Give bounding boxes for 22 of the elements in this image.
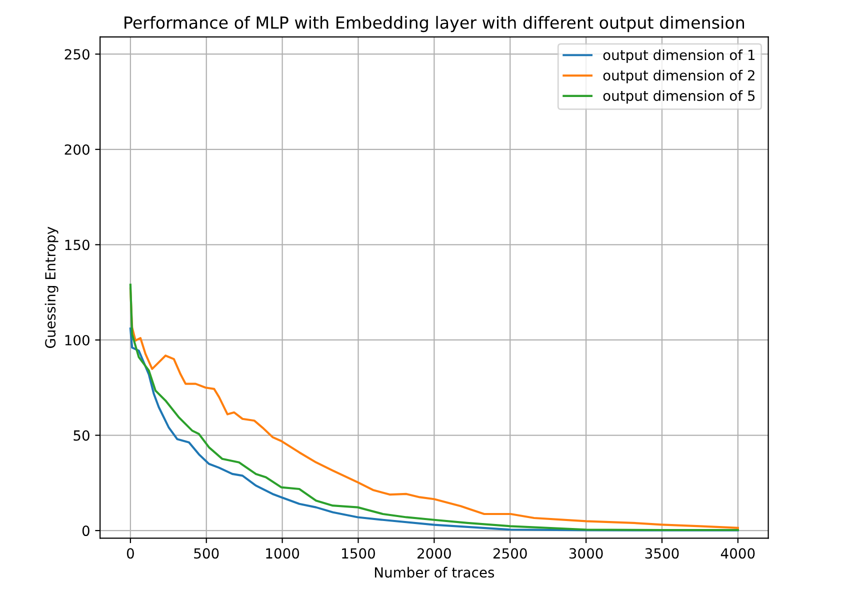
y-tick-label: 0 xyxy=(82,526,90,536)
y-tick-label: 200 xyxy=(64,144,90,155)
y-axis-title: Guessing Entropy xyxy=(44,226,58,348)
x-tick-label: 4000 xyxy=(720,548,755,559)
legend-label: output dimension of 1 xyxy=(603,49,755,63)
line-series xyxy=(129,328,739,532)
x-tick-label: 3500 xyxy=(645,548,679,559)
legend-label: output dimension of 5 xyxy=(603,90,755,104)
x-tick-label: 0 xyxy=(126,548,134,559)
x-tick-label: 500 xyxy=(194,548,219,559)
x-tick-label: 2500 xyxy=(493,548,527,559)
x-tick-label: 1000 xyxy=(266,548,300,559)
x-tick-label: 3000 xyxy=(569,548,603,559)
x-tick-label: 1500 xyxy=(342,548,375,559)
chart-title: Performance of MLP with Embedding layer with different output dimension xyxy=(124,16,744,32)
y-tick-label: 250 xyxy=(64,49,90,60)
x-tick-label: 2000 xyxy=(418,548,451,559)
y-tick-label: 50 xyxy=(74,430,90,441)
y-tick-label: 100 xyxy=(65,334,90,346)
x-axis-title: Number of traces xyxy=(374,566,494,578)
legend-label: output dimension of 2 xyxy=(603,70,754,84)
y-tick-label: 150 xyxy=(65,240,90,250)
